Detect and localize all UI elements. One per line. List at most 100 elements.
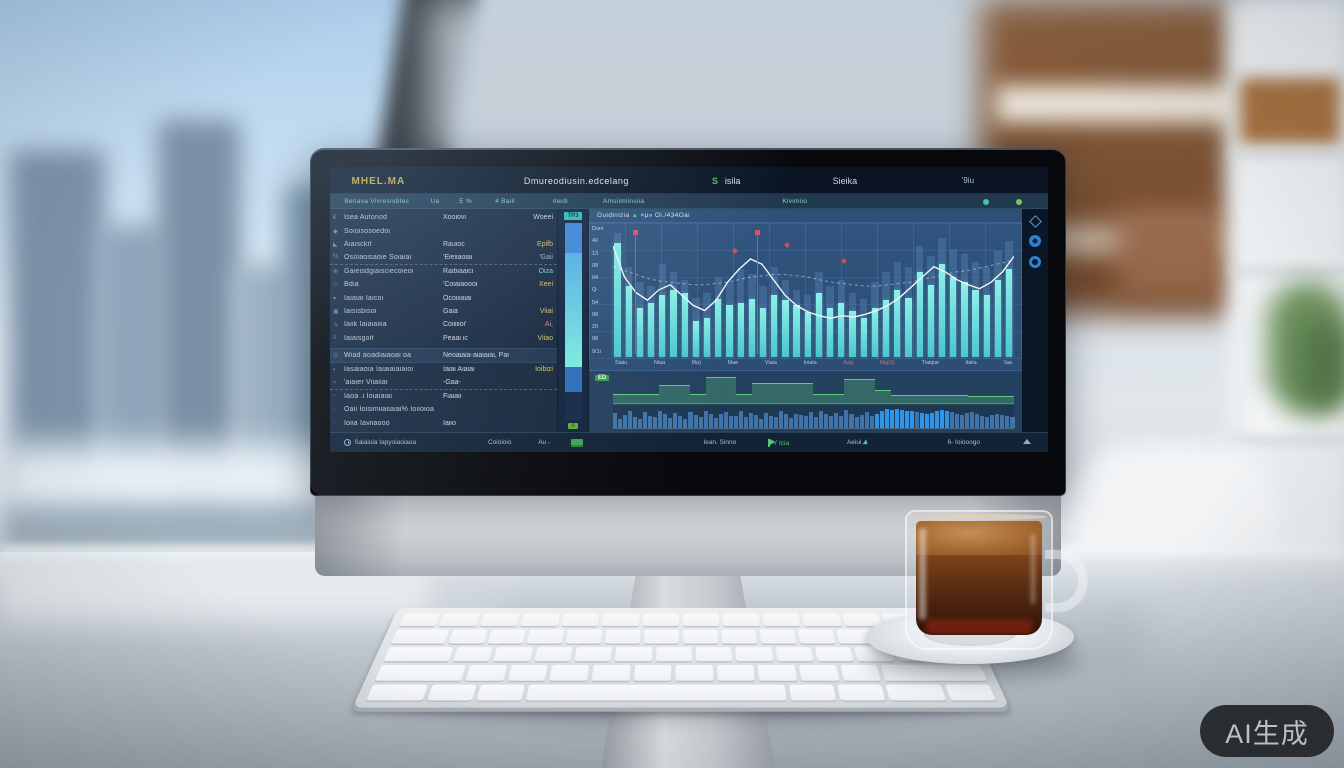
lower-chart-chip[interactable]: ED xyxy=(595,375,610,381)
instrument-change: Oiza xyxy=(538,267,553,275)
list-item[interactable]: ≡ Iaiaisgoif Peaai ic Viiao xyxy=(330,332,557,345)
list-item[interactable]: ◦ Ioiia Iaviiaooo Iaiio xyxy=(330,416,557,429)
key[interactable] xyxy=(798,665,840,681)
status-bar-item[interactable]: Y Icia xyxy=(767,439,789,447)
status-bar-item[interactable]: Saiaiuia Iapyoiaoiaoa xyxy=(344,439,416,446)
key[interactable] xyxy=(601,613,640,627)
status-bar-item[interactable]: Aeiui xyxy=(847,438,870,447)
key[interactable] xyxy=(721,629,758,644)
key[interactable] xyxy=(814,646,855,662)
key[interactable] xyxy=(520,613,560,627)
teal-dot-icon[interactable] xyxy=(983,199,990,205)
key[interactable] xyxy=(549,665,590,681)
key[interactable] xyxy=(633,665,672,681)
key[interactable] xyxy=(789,684,837,701)
record-icon[interactable] xyxy=(1029,235,1041,247)
list-item[interactable]: € Isea Autonod Xooiovi Woeei xyxy=(330,211,557,224)
green-dot-icon[interactable] xyxy=(1015,199,1022,205)
key[interactable] xyxy=(366,684,429,701)
key[interactable] xyxy=(565,629,603,644)
status-bar-item[interactable] xyxy=(570,439,583,447)
key[interactable] xyxy=(683,629,719,644)
list-item[interactable]: ▾ Iaiaiai Iaicoi Ocoiiiaiai xyxy=(330,291,557,304)
list-item[interactable]: ⊕ Gaieisdgiaisciecoieoi Raibiaaici Oiza xyxy=(330,265,557,278)
toolbar-item[interactable]: 4 Baiil xyxy=(495,198,515,205)
key[interactable] xyxy=(561,613,600,627)
key[interactable] xyxy=(398,613,441,627)
key[interactable] xyxy=(383,646,454,662)
list-item[interactable]: ▪ Iasaiaoia Iaiaiaiaiaioi Iaiai Aiaiai Ioib… xyxy=(330,363,557,376)
toolbar-item[interactable]: medi xyxy=(552,198,568,205)
key[interactable] xyxy=(735,646,773,662)
header-item[interactable]: isila xyxy=(724,176,741,186)
header-item[interactable]: Sieika xyxy=(832,176,858,186)
status-bar-item[interactable] xyxy=(1022,439,1031,444)
toolbar-item[interactable]: Ua xyxy=(430,198,440,205)
header-account[interactable]: '9iu xyxy=(961,176,975,185)
key[interactable] xyxy=(507,665,549,681)
key[interactable] xyxy=(525,684,788,701)
list-item[interactable]: ▣ Iaisisbisoi Gaia Viiai xyxy=(330,305,557,318)
gauge-bottom-chip[interactable]: ≡ xyxy=(568,423,578,429)
list-item[interactable]: ▿ 'aiaier Viiaiiai -Gaa- xyxy=(330,376,557,390)
key[interactable] xyxy=(487,629,526,644)
key[interactable] xyxy=(480,613,520,627)
key[interactable] xyxy=(675,665,714,681)
key[interactable] xyxy=(591,665,631,681)
row-icon: ▿ xyxy=(333,379,337,386)
list-item[interactable]: ↘ Iaiik Iaiaiaiiia Coiiiiioi' Ai, xyxy=(330,318,557,331)
key[interactable] xyxy=(695,646,733,662)
key[interactable] xyxy=(439,613,481,627)
key[interactable] xyxy=(757,665,798,681)
key[interactable] xyxy=(476,684,525,701)
list-item[interactable]: ◆ Soioisosoedoi xyxy=(330,224,557,237)
list-item[interactable]: ◇ Bdia 'Coiaiaoooi Xeei xyxy=(330,278,557,291)
key[interactable] xyxy=(722,613,761,627)
list-item[interactable]: ⊙ Wiad aoadiaiaoai oa Neoaiaia-aiaiaiai, P… xyxy=(330,347,557,363)
status-bar-item[interactable]: Au - xyxy=(538,439,551,446)
diamond-icon[interactable] xyxy=(1028,215,1042,228)
list-item[interactable]: ◣ Aiaisckif Rauioc Epifb xyxy=(330,238,557,251)
watchlist: € Isea Autonod Xooiovi Woeei ◆ Soioisosoedoi ◣… xyxy=(330,209,558,432)
toolbar-item[interactable]: Benava Vivresndites xyxy=(344,198,410,205)
key[interactable] xyxy=(642,613,679,627)
key[interactable] xyxy=(716,665,756,681)
key[interactable] xyxy=(798,629,836,644)
key[interactable] xyxy=(762,613,801,627)
gauge-top-chip[interactable]: TP3 xyxy=(564,212,582,220)
key[interactable] xyxy=(944,684,996,701)
status-bar-item[interactable]: Iean. Sinno xyxy=(703,439,737,446)
key[interactable] xyxy=(655,646,692,662)
key[interactable] xyxy=(452,646,494,662)
key[interactable] xyxy=(604,629,641,644)
key[interactable] xyxy=(682,613,720,627)
key[interactable] xyxy=(837,684,886,701)
key[interactable] xyxy=(643,629,679,644)
toolbar-item[interactable]: E % xyxy=(459,198,473,205)
key[interactable] xyxy=(426,684,477,701)
bar xyxy=(837,228,846,357)
list-item[interactable]: % Osoiaoisaoie Soiaiai 'Eieiiaoiai 'Gaii xyxy=(330,251,557,265)
key[interactable] xyxy=(391,629,449,644)
key[interactable] xyxy=(840,665,882,681)
right-icon-strip xyxy=(1022,209,1048,432)
list-item[interactable]: ◦ Oaii Ioisimiiaiiaiai% Ioiioioa xyxy=(330,403,557,416)
key[interactable] xyxy=(374,665,467,681)
key[interactable] xyxy=(493,646,533,662)
toolbar-item[interactable]: Kivimiio xyxy=(782,198,808,205)
key[interactable] xyxy=(574,646,613,662)
key[interactable] xyxy=(447,629,488,644)
status-bar-item[interactable]: Coioioio xyxy=(487,439,512,446)
status-bar-item[interactable]: 6- Ioiooogo xyxy=(947,439,980,446)
list-item[interactable]: ▫ Iaoa .i Ioiaiaiai Fiaiaii xyxy=(330,390,557,403)
key[interactable] xyxy=(802,613,842,627)
key[interactable] xyxy=(465,665,508,681)
key[interactable] xyxy=(526,629,564,644)
key[interactable] xyxy=(759,629,797,644)
key[interactable] xyxy=(533,646,573,662)
key[interactable] xyxy=(775,646,814,662)
toolbar-item[interactable]: Amsiimiinsiia xyxy=(602,198,645,205)
key[interactable] xyxy=(615,646,652,662)
ring-icon[interactable] xyxy=(1029,256,1041,268)
key[interactable] xyxy=(885,684,947,701)
